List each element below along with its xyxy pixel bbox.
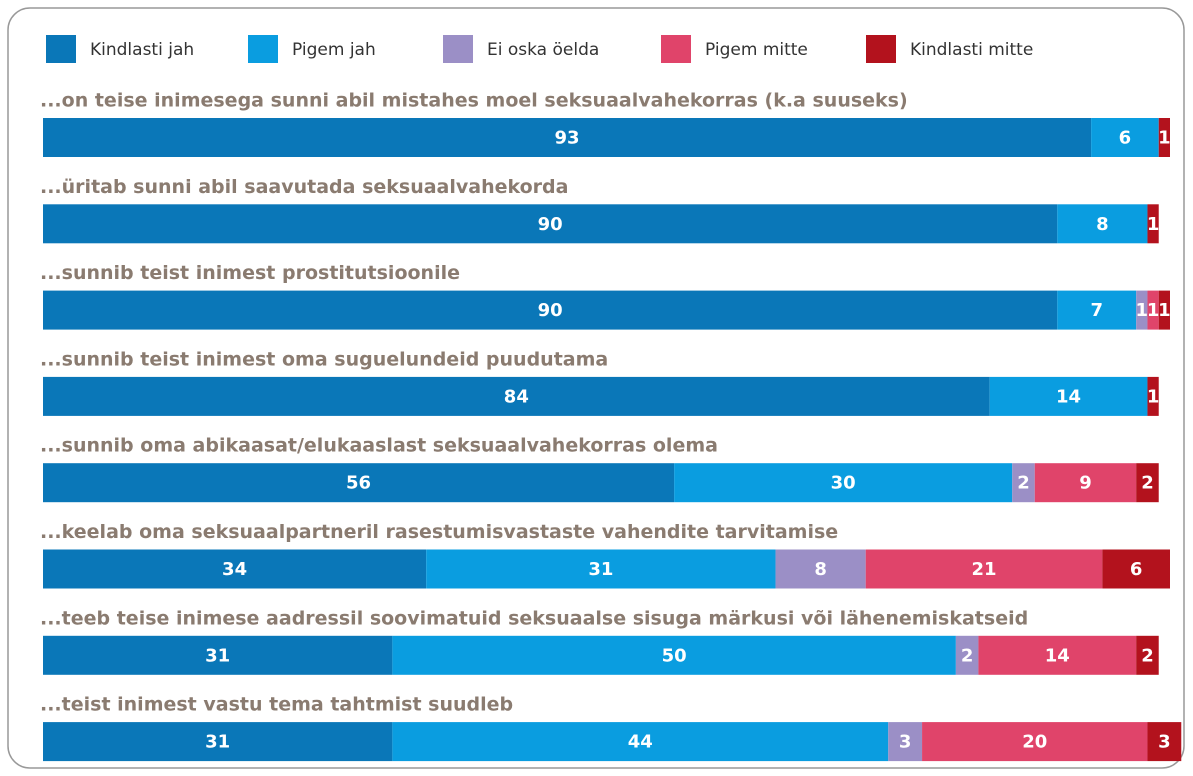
value-label: 1	[1158, 128, 1171, 149]
value-label: 14	[1045, 645, 1070, 666]
value-label: 90	[538, 214, 563, 235]
bar-segment	[1091, 118, 1159, 157]
value-label: 90	[538, 300, 563, 321]
value-label: 84	[504, 386, 529, 407]
bar-segment	[43, 722, 393, 762]
value-label: 6	[1119, 128, 1132, 149]
bar-segment	[955, 635, 979, 675]
value-label: 1	[1147, 214, 1160, 235]
legend-label: Kindlasti jah	[90, 40, 194, 60]
value-label: 8	[1096, 214, 1109, 235]
legend-label: Ei oska öelda	[487, 40, 599, 60]
bar-segment	[674, 463, 1013, 503]
value-label: 44	[628, 732, 653, 753]
category-label: ...sunnib oma abikaasat/elukaaslast seks…	[40, 435, 718, 457]
bar-segment	[922, 722, 1148, 762]
bar-segment	[1057, 204, 1148, 244]
value-label: 93	[555, 128, 580, 149]
bar-segment	[1136, 463, 1159, 503]
bar-segment	[43, 290, 1058, 330]
bar-segment	[1034, 463, 1137, 503]
value-label: 8	[814, 559, 827, 580]
bar-segment	[43, 118, 1092, 157]
bar-segment	[43, 463, 675, 503]
bar-segment	[1057, 290, 1137, 330]
value-label: 31	[588, 559, 613, 580]
value-label: 9	[1079, 473, 1092, 494]
bar-segment	[888, 722, 923, 762]
value-label: 2	[1141, 473, 1154, 494]
value-label: 56	[346, 473, 371, 494]
value-label: 2	[1017, 473, 1030, 494]
value-label: 3	[1158, 732, 1171, 753]
bar-segment	[43, 549, 427, 589]
category-label: ...sunnib teist inimest oma suguelundeid…	[40, 348, 608, 370]
bar-segment	[775, 549, 866, 589]
value-label: 14	[1056, 386, 1081, 407]
bar-segment	[426, 549, 776, 589]
value-label: 21	[972, 559, 997, 580]
value-label: 6	[1130, 559, 1143, 580]
legend-swatch	[866, 35, 896, 63]
value-label: 1	[1158, 300, 1171, 321]
bar-segment	[865, 549, 1103, 589]
value-label: 31	[205, 732, 230, 753]
value-label: 3	[899, 732, 912, 753]
value-label: 50	[662, 645, 687, 666]
bar-segment	[43, 376, 990, 416]
bar-segment	[1158, 290, 1170, 330]
value-label: 20	[1022, 732, 1047, 753]
legend-label: Pigem jah	[292, 40, 376, 60]
bar-segment	[1147, 204, 1159, 244]
bar-segment	[1147, 376, 1159, 416]
value-label: 30	[831, 473, 856, 494]
bar-segment	[1136, 290, 1148, 330]
bar-segment	[1136, 635, 1159, 675]
category-label: ...teeb teise inimese aadressil soovimat…	[40, 607, 1028, 629]
bar-segment	[392, 722, 889, 762]
value-label: 31	[205, 645, 230, 666]
bar-segment	[978, 635, 1137, 675]
bar-segment	[1147, 290, 1159, 330]
legend-label: Kindlasti mitte	[910, 40, 1033, 60]
bar-segment	[1158, 118, 1170, 157]
legend-label: Pigem mitte	[705, 40, 808, 60]
bar-segment	[1147, 722, 1182, 762]
bar-segment	[43, 204, 1058, 244]
bar-segment	[1012, 463, 1035, 503]
value-label: 1	[1147, 386, 1160, 407]
category-label: ...keelab oma seksuaalpartneril rasestum…	[40, 521, 838, 543]
category-label: ...teist inimest vastu tema tahtmist suu…	[40, 694, 513, 716]
value-label: 34	[222, 559, 247, 580]
value-label: 1	[1147, 300, 1160, 321]
value-label: 7	[1090, 300, 1103, 321]
bar-segment	[1102, 549, 1170, 589]
legend-swatch	[248, 35, 278, 63]
category-label: ...üritab sunni abil saavutada seksuaalv…	[40, 176, 568, 198]
category-label: ...on teise inimesega sunni abil mistahe…	[40, 90, 908, 112]
legend-swatch	[443, 35, 473, 63]
bar-segment	[43, 635, 393, 675]
bar-segment	[392, 635, 956, 675]
value-label: 2	[961, 645, 974, 666]
category-label: ...sunnib teist inimest prostitutsioonil…	[40, 262, 460, 284]
legend-swatch	[46, 35, 76, 63]
value-label: 1	[1136, 300, 1149, 321]
value-label: 2	[1141, 645, 1154, 666]
bar-segment	[989, 376, 1148, 416]
legend-swatch	[661, 35, 691, 63]
